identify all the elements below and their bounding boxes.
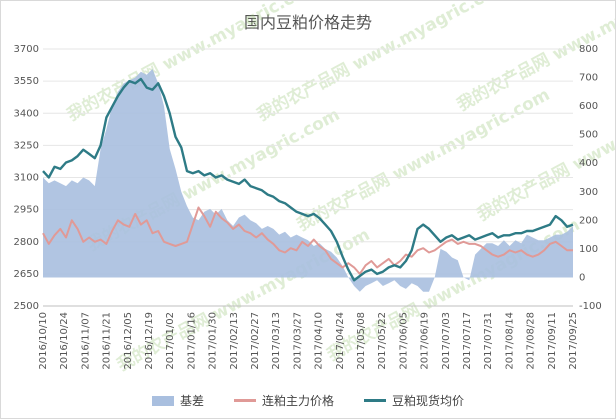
chart-title: 国内豆粕价格走势 <box>243 13 372 32</box>
x-tick-label: 2017/08/28 <box>526 312 537 370</box>
x-tick-label: 2017/01/02 <box>165 312 176 370</box>
y-left-tick-label: 3700 <box>14 44 39 55</box>
x-tick-label: 2017/06/05 <box>398 312 409 370</box>
legend-item-basis[interactable]: 基差 <box>151 392 204 409</box>
y-left-tick-label: 3550 <box>14 76 39 87</box>
x-tick-label: 2017/04/10 <box>314 312 325 370</box>
x-tick-label: 2017/08/14 <box>504 312 515 370</box>
legend-item-spot[interactable]: 豆粕现货均价 <box>364 392 464 409</box>
x-tick-label: 2017/09/25 <box>568 312 579 370</box>
x-tick-label: 2017/02/13 <box>229 312 240 370</box>
x-tick-label: 2016/11/07 <box>80 312 91 370</box>
y-left-tick-label: 3100 <box>14 173 39 184</box>
x-tick-label: 2017/04/24 <box>335 312 346 370</box>
x-tick-label: 2016/10/10 <box>38 312 49 370</box>
x-tick-label: 2017/02/27 <box>250 312 261 370</box>
y-right-tick-label: 600 <box>579 101 598 112</box>
x-tick-label: 2017/07/31 <box>483 312 494 370</box>
x-tick-label: 2017/05/22 <box>377 312 388 370</box>
series-line-spot <box>42 77 574 282</box>
y-right-tick-label: 100 <box>579 244 598 255</box>
x-tick-label: 2017/03/27 <box>292 312 303 370</box>
series-area-basis <box>43 69 573 292</box>
y-left-tick-label: 2800 <box>14 237 39 248</box>
y-right-tick-label: 0 <box>579 272 585 283</box>
x-tick-label: 2016/12/05 <box>123 312 134 370</box>
x-tick-label: 2017/09/11 <box>547 312 558 370</box>
x-tick-label: 2016/11/21 <box>102 312 113 370</box>
y-right-tick-label: 200 <box>579 215 598 226</box>
legend-item-futures[interactable]: 连粕主力价格 <box>233 392 334 409</box>
legend-label-basis: 基差 <box>179 394 204 408</box>
x-tick-label: 2017/07/17 <box>462 312 473 370</box>
x-tick-label: 2017/03/13 <box>271 312 282 370</box>
chart-legend: 基差 连粕主力价格 豆粕现货均价 <box>1 392 615 409</box>
x-tick-label: 2017/07/03 <box>441 312 452 370</box>
y-left-tick-label: 3400 <box>14 108 39 119</box>
x-tick-label: 2016/12/19 <box>144 312 155 370</box>
y-right-tick-label: 400 <box>579 158 598 169</box>
y-right-tick-label: 300 <box>579 187 598 198</box>
legend-label-spot: 豆粕现货均价 <box>392 394 465 408</box>
y-left-tick-label: 2650 <box>14 269 39 280</box>
x-tick-label: 2017/06/19 <box>420 312 431 370</box>
legend-swatch-basis <box>151 395 174 406</box>
legend-swatch-spot <box>364 399 386 402</box>
y-right-tick-label: -100 <box>579 301 602 312</box>
legend-label-futures: 连粕主力价格 <box>261 394 334 408</box>
y-right-tick-label: 800 <box>579 44 598 55</box>
y-left-tick-label: 2500 <box>14 301 39 312</box>
x-tick-label: 2017/05/08 <box>356 312 367 370</box>
x-tick-label: 2017/01/16 <box>186 312 197 370</box>
y-left-tick-label: 3250 <box>14 140 39 151</box>
x-tick-label: 2017/01/30 <box>208 312 219 370</box>
y-right-tick-label: 700 <box>579 73 598 84</box>
series-line-futures <box>42 206 573 275</box>
x-tick-label: 2016/10/24 <box>59 312 70 370</box>
legend-swatch-futures <box>233 399 256 402</box>
y-left-tick-label: 2950 <box>14 205 39 216</box>
y-right-tick-label: 500 <box>579 130 598 141</box>
